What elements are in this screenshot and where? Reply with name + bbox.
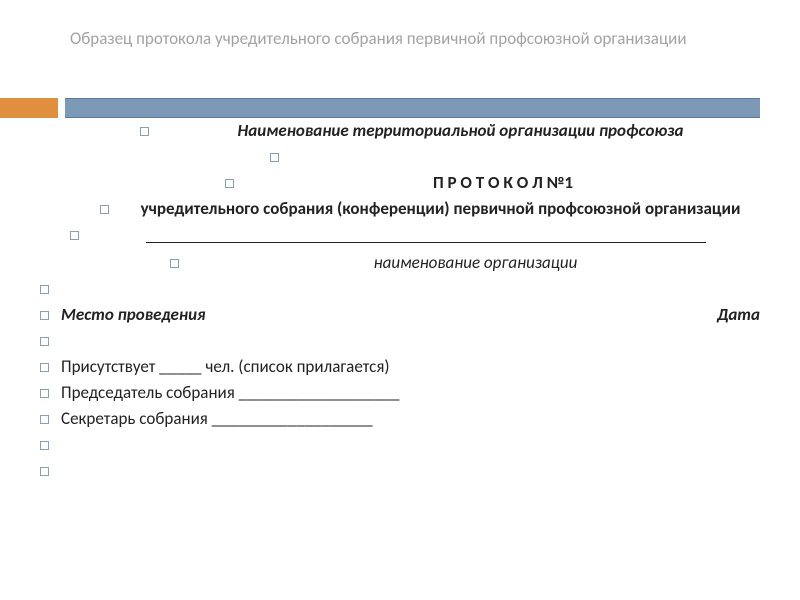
list-item: Место проведения Дата — [40, 304, 760, 328]
underline-field — [91, 224, 760, 250]
list-item: учредительного собрания (конференции) пе… — [40, 198, 760, 222]
bullet-icon — [40, 285, 49, 294]
location-label: Место проведения — [61, 304, 206, 327]
bullet-icon — [170, 259, 179, 268]
location-date-row: Место проведения Дата — [61, 304, 760, 327]
divider-bar — [65, 98, 760, 118]
date-label: Дата — [717, 304, 760, 327]
line-text: Председатель собрания __________________… — [61, 382, 760, 405]
list-item — [40, 434, 760, 458]
content-body: Наименование общероссийского профсоюза Н… — [40, 94, 760, 484]
bullet-icon — [70, 231, 79, 240]
list-item: П Р О Т О К О Л №1 — [40, 172, 760, 196]
accent-bar — [0, 98, 58, 118]
list-item: Присутствует _____ чел. (список прилагае… — [40, 356, 760, 380]
bullet-icon — [100, 205, 109, 214]
line-text: Присутствует _____ чел. (список прилагае… — [61, 356, 760, 379]
bullet-icon — [40, 389, 49, 398]
line-text: П Р О Т О К О Л №1 — [246, 172, 760, 195]
list-item: Наименование территориальной организации… — [40, 120, 760, 144]
line-text: Секретарь собрания ___________________ — [61, 408, 760, 431]
bullet-icon — [140, 127, 149, 136]
bullet-icon — [40, 311, 49, 320]
bullet-icon — [270, 153, 279, 162]
list-item — [40, 460, 760, 484]
bullet-icon — [40, 337, 49, 346]
bullet-icon — [40, 467, 49, 476]
list-item: Секретарь собрания ___________________ — [40, 408, 760, 432]
line-text: Наименование территориальной организации… — [161, 120, 760, 143]
bullet-icon — [40, 415, 49, 424]
slide-container: Образец протокола учредительного собрани… — [0, 0, 800, 600]
list-item — [40, 146, 760, 170]
slide-title: Образец протокола учредительного собрани… — [40, 28, 760, 49]
bullet-icon — [40, 363, 49, 372]
list-item — [40, 330, 760, 354]
list-item — [40, 224, 760, 250]
bullet-icon — [225, 179, 234, 188]
bullet-icon — [40, 441, 49, 450]
list-item: Председатель собрания __________________… — [40, 382, 760, 406]
list-item: наименование организации — [40, 252, 760, 276]
line-text: наименование организации — [191, 252, 760, 275]
list-item — [40, 278, 760, 302]
line-text: учредительного собрания (конференции) пе… — [121, 198, 760, 221]
